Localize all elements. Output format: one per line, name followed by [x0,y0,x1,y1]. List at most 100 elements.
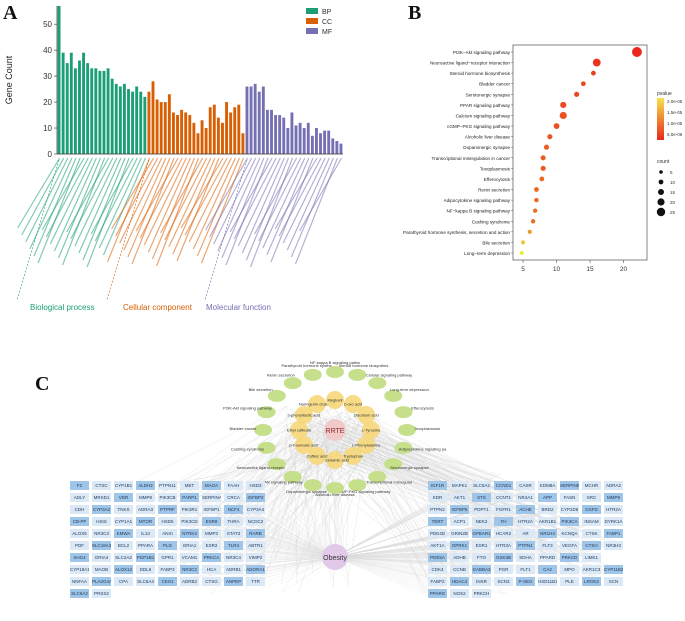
category-label-mf [278,157,322,237]
pathway-label: Parathyroid hormone synthesis, secretion… [403,230,510,235]
gene-node-left: ANXI [158,529,177,538]
bar-mf [265,109,269,154]
gene-node-left: MAOA [202,481,221,490]
pathway-label: Steroid hormone biosynthesis [449,71,510,76]
compound-node-label: 2-oxo acid [344,402,362,407]
category-label-mf [229,157,273,233]
gene-node-right: PGR [494,565,513,574]
category-label-mf [233,157,277,240]
category-label-cc [184,157,228,236]
compound-node-label: L-Phenylalanine [352,443,381,448]
bar-mf [249,86,253,154]
bar-mf [306,122,310,154]
gene-node-left: TTR [246,577,265,586]
legend-swatch-cc [306,18,318,24]
bar-mf [319,133,322,154]
gene-node-left: CDH [70,505,89,514]
gene-node-left: MMP8 [136,493,155,502]
edge [147,521,336,558]
pathway-node [303,368,322,381]
pathway-label: Dopaminergic synapse [463,145,510,150]
gene-node-left: FAAH [224,481,243,490]
category-label-bp [62,157,106,266]
gene-node-right: LIMK1 [582,553,601,562]
gene-node-right: ACP1 [450,517,469,526]
dot [532,208,538,213]
gene-node-right: FABP1 [604,529,623,538]
edge [199,423,336,526]
bar-cc [167,94,171,154]
edge [334,546,605,558]
dot [530,219,536,224]
edge [310,423,324,528]
x-tick-label: 5 [521,266,525,273]
category-label-cc [168,157,212,248]
edge [205,548,336,558]
gene-node-left: ADRB2 [180,577,199,586]
bar-bp [135,86,139,154]
gene-node-right: FGFR1 [494,505,513,514]
pathway-node [257,441,276,454]
gene-node-right: AR [516,529,535,538]
bar-cc [151,81,155,154]
pathway-node-label: Long-term depression [390,387,429,392]
gene-node-right: SCN3 [494,577,513,586]
pathway-node [368,470,387,483]
gene-node-right: CTSH [582,541,601,550]
edge [334,556,469,580]
bar-mf [302,128,306,154]
panel-letter-c: C [35,373,50,395]
edge [334,408,466,581]
gene-node-left: VDR [114,493,133,502]
legend-swatch-bp [306,8,318,14]
gene-node-right: NR1H4 [538,529,557,538]
gene-node-right: FASN [560,493,579,502]
gene-node-left: SLC6A4 [136,577,155,586]
bar-mf [294,125,298,154]
gene-node-left: ANPEP [224,577,243,586]
size-legend-dot [658,179,664,185]
compound-node [326,451,344,469]
bar-bp [94,68,98,154]
gene-node-right: HSD11B1 [538,577,557,586]
rrte-node [324,419,346,441]
gene-node-left: SLC6A2 [70,589,89,598]
category-label-bp [98,157,142,249]
compound-node [344,395,362,414]
gene-node-left: HSIS [92,517,111,526]
category-label-bp [17,157,61,229]
edge [334,556,437,564]
edge [352,450,434,565]
edge [286,423,360,524]
pathway-label: PI3K−Akt signaling pathway [453,50,511,55]
edge [334,556,440,563]
edge [230,447,296,485]
group-divider [16,159,60,301]
pathway-node [326,366,344,378]
dot [559,111,567,120]
pathway-node-label: PI3K-Akt signaling pathway [223,406,272,411]
gene-node-left: RARB [246,529,265,538]
pathway-node-label: Transcriptional misregulat [366,479,413,484]
pathway-node-label: cGMP-PKG signaling pathway [337,489,391,494]
x-tick-label: 20 [620,266,628,273]
pathway-node [257,406,276,419]
gene-node-right: MMP9 [604,493,623,502]
pathway-node [267,389,286,402]
gene-node-left: HCA [202,565,221,574]
category-label-cc [111,157,155,230]
edge [231,492,336,558]
gene-node-right: VEGFA [560,541,579,550]
edge [272,429,296,543]
bar-mf [278,115,282,154]
bar-mf [245,86,249,154]
gene-node-right: SCN [604,577,623,586]
gene-node-right: PDE5A [428,553,447,562]
bar-bp [131,91,135,154]
edge [283,405,288,497]
edge [289,450,431,566]
bar-mf [315,128,318,154]
y-tick-label: 0 [48,150,53,159]
edge [184,423,312,536]
y-axis-label: Gene Count [4,55,14,104]
